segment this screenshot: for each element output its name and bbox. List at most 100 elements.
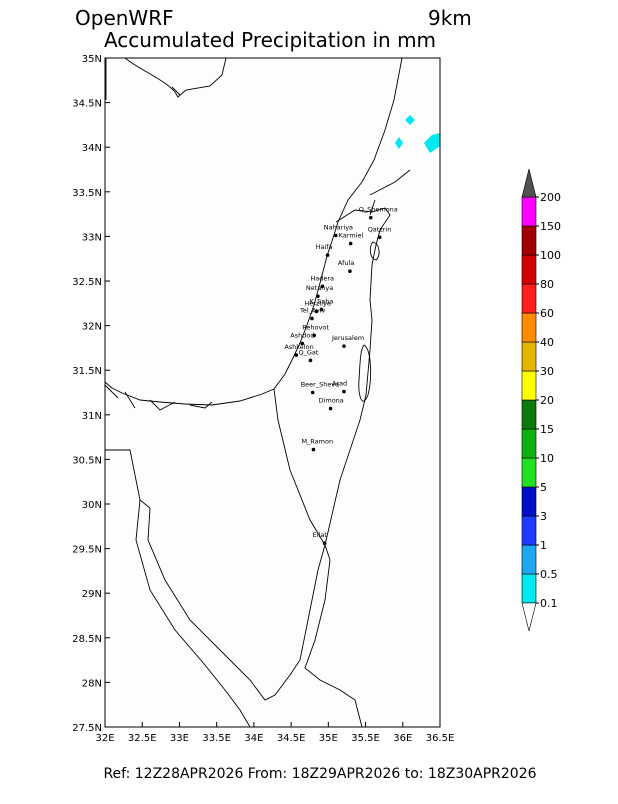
city-marker — [294, 353, 299, 357]
colorbar-segment — [521, 486, 537, 517]
mediterranean-coast — [104, 57, 403, 406]
city-label: Ashdod — [290, 331, 314, 339]
colorbar-label: 40 — [540, 336, 554, 349]
colorbar-label: 60 — [540, 307, 554, 320]
city-marker — [308, 358, 313, 363]
city-label: Haifa — [316, 243, 333, 251]
city-label: K_Saba — [310, 298, 334, 306]
city-label: Arad — [332, 380, 347, 388]
city-label: Eilat — [313, 531, 328, 539]
aqaba-coast — [304, 544, 363, 728]
city-label: Herzliya — [304, 299, 330, 307]
colorbar-label: 30 — [540, 365, 554, 378]
colorbar-segment — [521, 457, 537, 488]
precip-area — [424, 133, 440, 153]
y-tick-label: 34N — [82, 143, 102, 154]
city-marker — [312, 333, 316, 338]
y-tick-label: 31N — [82, 411, 102, 422]
y-tick-label: 34.5N — [72, 99, 102, 110]
colorbar-segment — [521, 370, 537, 401]
precip-area — [405, 115, 415, 125]
colorbar-label: 100 — [540, 249, 561, 262]
city-label: Tel_Aviv — [299, 306, 326, 314]
city-marker — [311, 447, 316, 452]
y-tick-label: 32.5N — [72, 277, 102, 288]
y-tick-label: 35N — [82, 54, 102, 65]
precip-area — [395, 137, 403, 149]
map-title: Accumulated Precipitation in mm — [104, 28, 436, 52]
coast-detail — [105, 58, 181, 100]
colorbar-label: 15 — [540, 423, 554, 436]
sinai-coast — [147, 507, 326, 701]
northern-border — [369, 169, 411, 216]
city-marker — [328, 406, 333, 411]
x-tick-label: 35.5E — [351, 733, 380, 744]
y-tick-label: 28N — [82, 678, 102, 689]
city-label: Q_Gat — [298, 348, 318, 356]
city-marker — [319, 307, 324, 312]
city-label: Qatzrin — [368, 225, 392, 233]
city-marker — [368, 215, 373, 220]
model-name: OpenWRF — [75, 6, 174, 30]
resolution: 9km — [428, 6, 472, 30]
nile-delta — [104, 384, 213, 411]
x-tick-label: 36E — [393, 733, 412, 744]
colorbar-label: 5 — [540, 481, 547, 494]
colorbar-label: 1 — [540, 539, 547, 552]
colorbar-segment — [521, 573, 537, 604]
colorbar-label: 80 — [540, 278, 554, 291]
colorbar-segment — [521, 515, 537, 546]
city-label: Q_Shemona — [359, 206, 398, 214]
x-tick-label: 32E — [95, 733, 114, 744]
precipitation-areas — [395, 115, 440, 153]
y-tick-label: 28.5N — [72, 634, 102, 645]
y-tick-label: 31.5N — [72, 366, 102, 377]
x-tick-label: 32.5E — [128, 733, 157, 744]
y-tick-label: 27.5N — [72, 723, 102, 734]
colorbar-segment — [521, 341, 537, 372]
colorbar-label: 150 — [540, 220, 561, 233]
y-tick-label: 33N — [82, 232, 102, 243]
colorbar-label: 10 — [540, 452, 554, 465]
city-label: Karmiel — [339, 232, 364, 240]
city-marker — [314, 309, 319, 314]
colorbar-segment — [521, 196, 537, 227]
y-tick-label: 33.5N — [72, 188, 102, 199]
colorbar-label: 3 — [540, 510, 547, 523]
colorbar-label: 0.1 — [540, 597, 558, 610]
city-marker — [310, 316, 314, 321]
city-marker — [300, 341, 305, 346]
suez-canal — [105, 449, 151, 509]
coastlines — [104, 57, 411, 728]
plot-frame — [104, 57, 441, 728]
egypt-red-sea-coast — [135, 499, 251, 728]
city-marker — [377, 235, 382, 240]
city-label: M_Ramon — [301, 438, 333, 446]
x-tick-label: 33.5E — [202, 733, 231, 744]
city-label: Jerusalem — [331, 334, 364, 342]
city-marker — [342, 389, 346, 394]
y-tick-label: 30N — [82, 500, 102, 511]
city-label: Nahariya — [324, 224, 353, 232]
y-tick-label: 30.5N — [72, 455, 102, 466]
colorbar-segment — [521, 399, 537, 430]
egypt-border — [273, 388, 326, 546]
colorbar-segment — [521, 254, 537, 285]
city-label: Hadera — [310, 274, 334, 282]
y-tick-label: 29.5N — [72, 545, 102, 556]
city-label: Dimona — [319, 397, 344, 405]
city-marker — [310, 390, 315, 395]
eastern-border — [324, 207, 391, 546]
city-marker — [325, 253, 330, 257]
colorbar-label: 0.5 — [540, 568, 558, 581]
colorbar-label: 200 — [540, 191, 561, 204]
city-marker — [316, 294, 320, 298]
city-label: Afula — [338, 259, 354, 267]
colorbar-segment — [521, 225, 537, 256]
footer: Ref: 12Z28APR2026 From: 18Z29APR2026 to:… — [103, 766, 536, 782]
city-label: Rehovot — [302, 323, 329, 331]
city-label: Beer_Sheva — [301, 381, 339, 389]
x-tick-label: 36.5E — [426, 733, 455, 744]
